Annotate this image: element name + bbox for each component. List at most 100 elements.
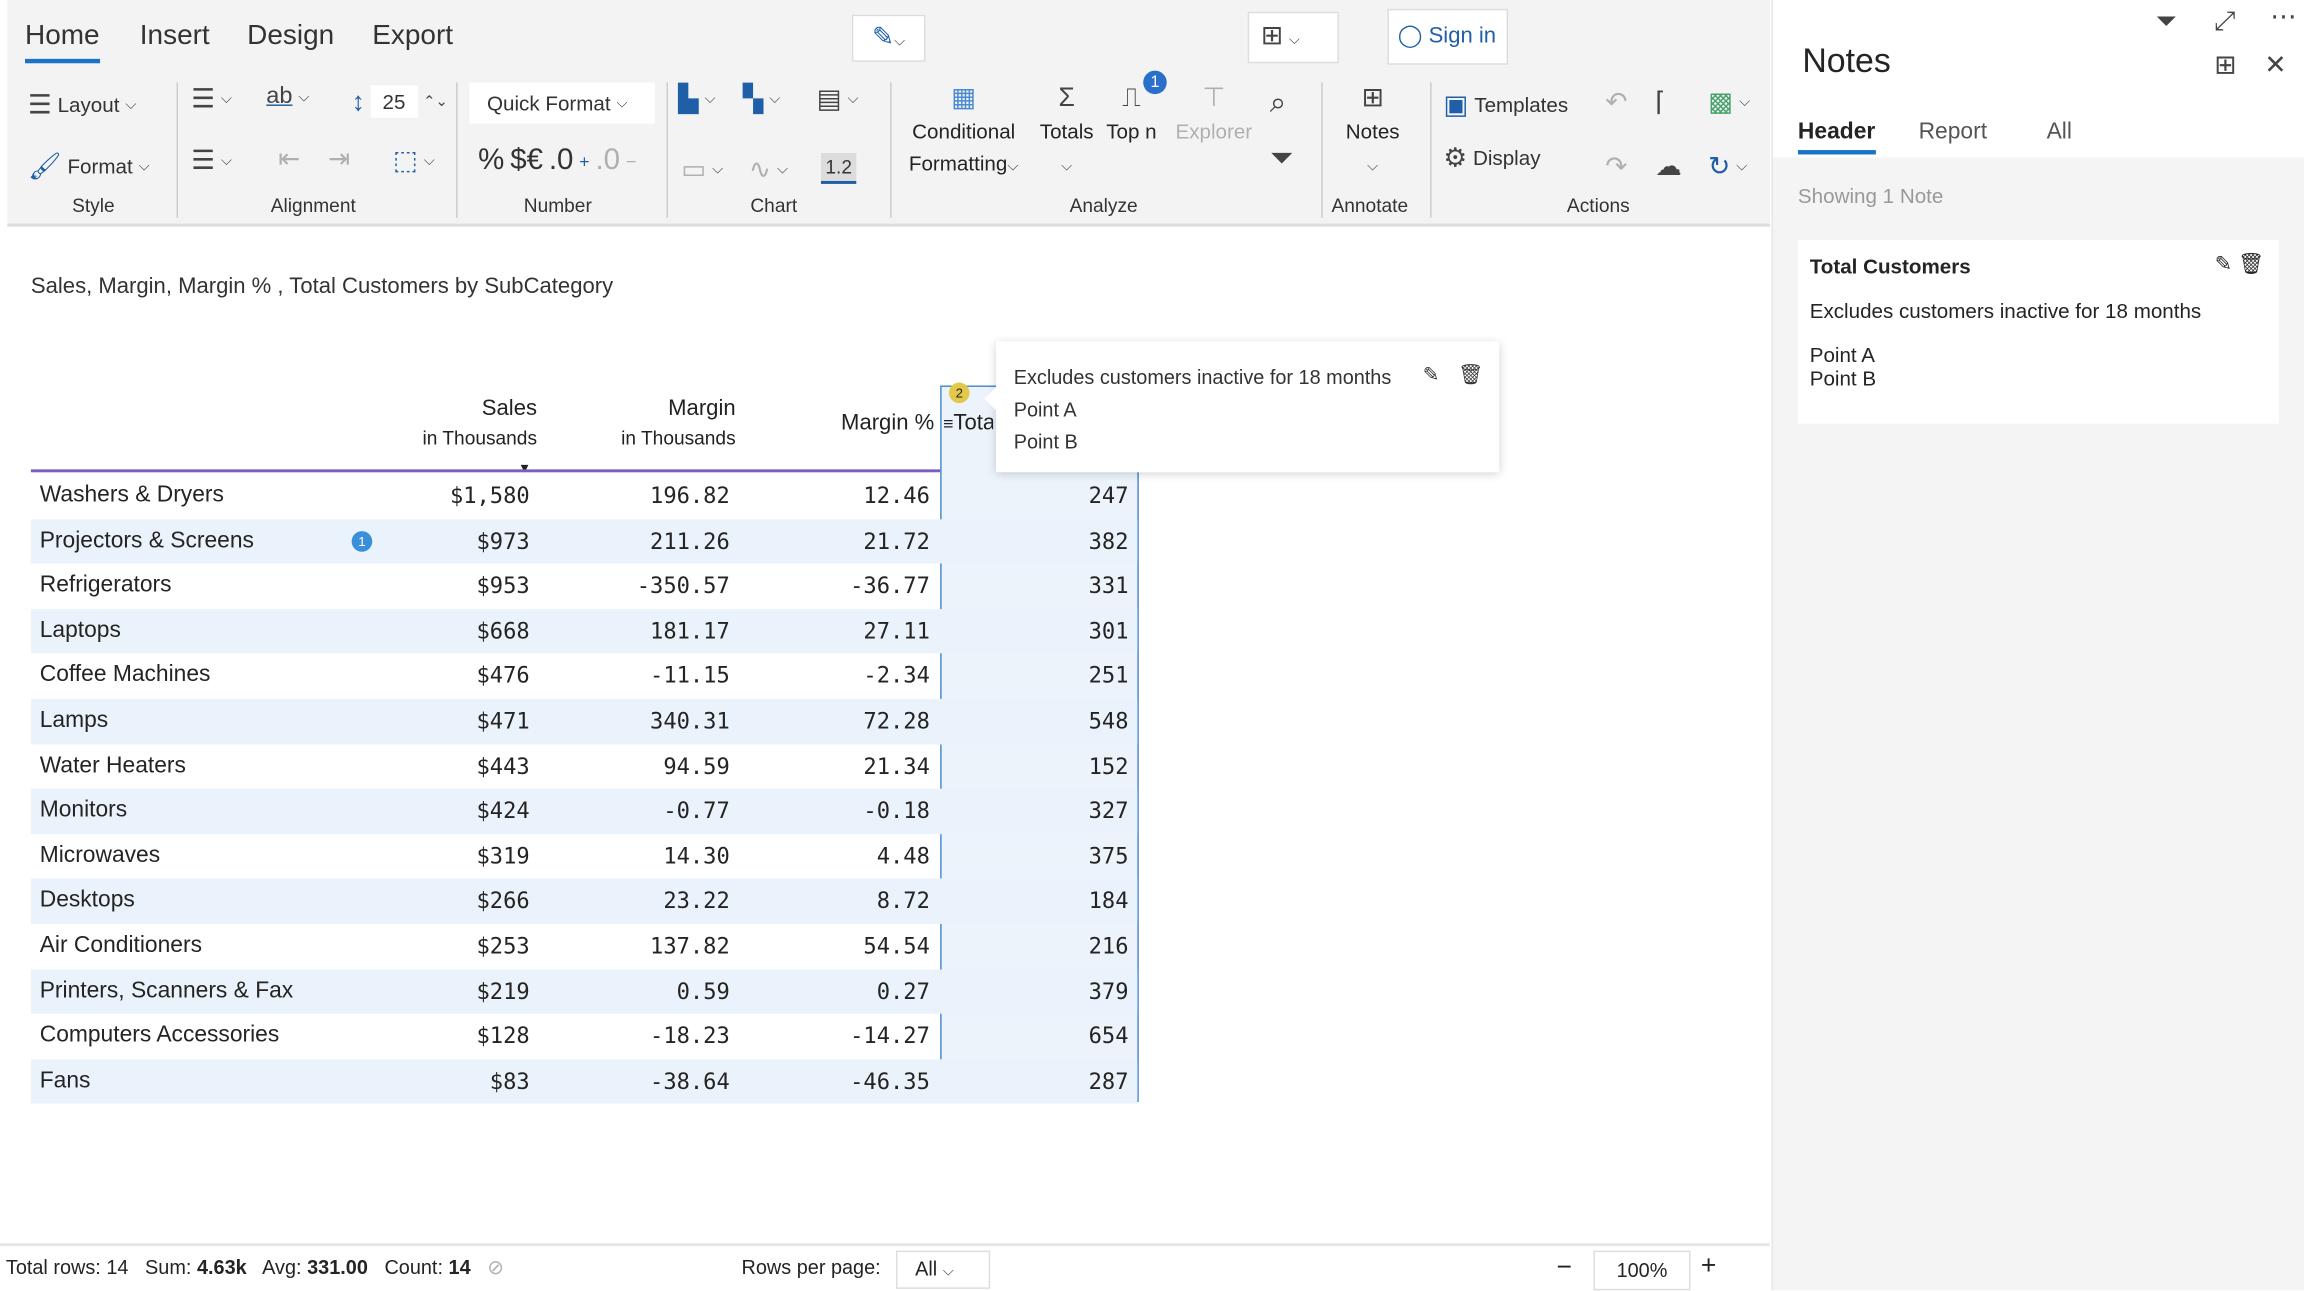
chart-layout-button[interactable]: ▤ ⌵ <box>816 83 859 114</box>
search-icon[interactable]: ⌕ <box>1269 86 1287 120</box>
row-name: Fans <box>39 1067 91 1093</box>
notes-button[interactable]: ⊞ Notes ⌵ <box>1345 82 1400 176</box>
add-comment-button[interactable]: ⊞ ⌵ <box>1247 11 1339 64</box>
percent-button[interactable]: % <box>478 144 505 177</box>
note-indicator-badge[interactable]: 1 <box>351 530 373 552</box>
cell-total-customers: 375 <box>1088 842 1129 870</box>
table-row[interactable]: Air Conditioners $253 137.82 54.54 216 <box>31 924 1137 969</box>
cell-margin: -18.23 <box>650 1022 730 1050</box>
excel-export-button[interactable]: ▩ ⌵ <box>1708 86 1751 117</box>
table-row[interactable]: Lamps $471 340.31 72.28 548 <box>30 698 1138 744</box>
decrease-decimal-button[interactable]: .0 <box>595 144 621 177</box>
cell-total-customers: 331 <box>1088 572 1129 600</box>
table-row[interactable]: Washers & Dryers $1,580 196.82 12.46 247 <box>31 474 1137 519</box>
tab-design[interactable]: Design <box>247 20 335 52</box>
sparkline-button[interactable]: ∿ ⌵ <box>748 154 789 184</box>
table-row[interactable]: Computers Accessories $128 -18.23 -14.27 654 <box>31 1014 1137 1059</box>
currency-button[interactable]: $€ <box>510 144 543 177</box>
ruler-icon[interactable]: ⌈ <box>1655 86 1666 117</box>
edit-note-icon[interactable]: ✎ <box>1422 363 1440 386</box>
cell-sales: $471 <box>476 707 530 735</box>
format-button[interactable]: 🖌 Format ⌵ <box>27 151 150 181</box>
text-wrap-button[interactable]: ab ⌵ <box>266 83 310 109</box>
totals-button[interactable]: Σ Totals ⌵ <box>1039 82 1094 176</box>
horizontal-align-button[interactable]: ☰ ⌵ <box>191 145 233 176</box>
column-width-button[interactable]: ⬚ ⌵ <box>392 145 435 176</box>
row-name: Coffee Machines <box>39 662 211 688</box>
group-analyze: Analyze <box>1069 194 1138 217</box>
tab-export[interactable]: Export <box>372 20 454 52</box>
hide-stats-icon[interactable]: ⊘ <box>487 1256 504 1279</box>
row-height-icon: ↕ <box>351 86 365 117</box>
templates-button[interactable]: ▣ Templates <box>1443 89 1569 120</box>
table-row[interactable]: Projectors & Screens $973 211.26 21.72 382 1 <box>30 518 1138 564</box>
notes-tab-header[interactable]: Header <box>1797 119 1876 155</box>
edit-note-icon[interactable]: ✎ <box>2214 251 2232 276</box>
cell-total-customers: 251 <box>1088 662 1129 690</box>
cell-sales: $219 <box>476 977 530 1005</box>
table-row[interactable]: Water Heaters $443 94.59 21.34 152 <box>31 744 1137 789</box>
column-header-total-customers[interactable]: ≡Tota <box>943 410 994 436</box>
table-row[interactable]: Monitors $424 -0.77 -0.18 327 <box>30 788 1138 834</box>
note-card[interactable]: Total Customers ✎ 🗑 Excludes customers i… <box>1797 239 2280 424</box>
row-name: Computers Accessories <box>39 1022 280 1048</box>
table-row[interactable]: Laptops $668 181.17 27.11 301 <box>30 608 1138 654</box>
column-header-sales[interactable]: Sales in Thousands ▼ <box>375 394 538 475</box>
quick-format-dropdown[interactable]: Quick Format ⌵ <box>469 82 655 124</box>
more-options-icon[interactable]: ⋯ <box>2270 1 2297 31</box>
rows-per-page-dropdown[interactable]: All ⌵ <box>896 1250 991 1289</box>
table-row[interactable]: Coffee Machines $476 -11.15 -2.34 251 <box>31 654 1137 699</box>
indent-icon[interactable]: ⇥ <box>328 144 351 174</box>
layout-button[interactable]: ☰ Layout ⌵ <box>27 89 137 120</box>
zoom-in-button[interactable]: + <box>1700 1250 1717 1281</box>
table-row[interactable]: Fans $83 -38.64 -46.35 287 <box>30 1059 1138 1105</box>
expand-icon[interactable]: ⤢ <box>2214 5 2236 36</box>
outdent-icon[interactable]: ⇤ <box>278 144 301 174</box>
delete-note-icon[interactable]: 🗑 <box>1458 363 1484 386</box>
close-icon[interactable]: ✕ <box>2264 50 2287 80</box>
row-height-stepper[interactable]: ↕ 25 ⌃⌄ <box>351 85 448 118</box>
refresh-button[interactable]: ↻ ⌵ <box>1708 151 1748 181</box>
delete-note-icon[interactable]: 🗑 <box>2238 251 2265 276</box>
hierarchy-chart-button[interactable]: ▚ ⌵ <box>743 83 781 114</box>
cloud-upload-icon[interactable]: ☁ <box>1655 151 1682 181</box>
notes-tab-report[interactable]: Report <box>1918 119 1988 145</box>
tab-insert[interactable]: Insert <box>139 20 210 52</box>
add-note-icon[interactable]: ⊞ <box>2214 50 2237 80</box>
display-button[interactable]: ⚙ Display <box>1443 142 1541 173</box>
table-row[interactable]: Printers, Scanners & Fax $219 0.59 0.27 379 <box>30 968 1138 1015</box>
cell-margin: -0.77 <box>663 797 730 825</box>
top-n-button[interactable]: ⎍ 1 Top n <box>1102 70 1167 147</box>
refresh-icon: ↻ <box>1708 151 1731 181</box>
tab-home[interactable]: Home <box>25 21 100 64</box>
status-bar: Total rows: 14 Sum: 4.63k Avg: 331.00 Co… <box>0 1243 1770 1291</box>
explorer-button[interactable]: ⊤ Explorer <box>1175 82 1253 143</box>
zoom-level[interactable]: 100% <box>1593 1250 1691 1291</box>
edit-mode-button[interactable]: ✎⌵ <box>851 14 926 62</box>
column-header-margin-pct[interactable]: Margin % <box>841 410 935 436</box>
data-label-button[interactable]: 1.2 <box>820 153 857 184</box>
table-chart-button[interactable]: ▭ ⌵ <box>681 154 724 184</box>
group-chart: Chart <box>750 194 798 217</box>
table-row[interactable]: Refrigerators $953 -350.57 -36.77 331 <box>31 564 1137 609</box>
increase-decimal-button[interactable]: .0 <box>548 144 574 177</box>
zoom-out-button[interactable]: − <box>1556 1252 1573 1282</box>
notes-tab-all[interactable]: All <box>2046 119 2072 145</box>
column-header-margin[interactable]: Margin in Thousands <box>621 395 736 449</box>
group-actions: Actions <box>1566 194 1630 217</box>
note-tooltip: Excludes customers inactive for 18 month… <box>984 341 1500 473</box>
redo-icon[interactable]: ↷ <box>1605 151 1628 181</box>
bar-chart-button[interactable]: ▙ ⌵ <box>678 83 716 114</box>
comment-add-icon: ⊞ <box>1260 20 1284 51</box>
note-count-badge[interactable]: 2 <box>948 382 970 404</box>
filter-icon[interactable]: ⏷ <box>2155 5 2177 36</box>
conditional-formatting-button[interactable]: ▦ Conditional Formatting⌵ <box>908 82 1019 176</box>
sign-in-button[interactable]: ◯ Sign in <box>1387 8 1509 65</box>
undo-icon[interactable]: ↶ <box>1605 86 1628 117</box>
filter-icon[interactable]: ⏷ <box>1269 142 1294 176</box>
table-row[interactable]: Desktops $266 23.22 8.72 184 <box>30 878 1138 924</box>
table-row[interactable]: Microwaves $319 14.30 4.48 375 <box>31 834 1137 879</box>
report-area: Sales, Margin, Margin % , Total Customer… <box>7 229 1770 1245</box>
cell-margin: -350.57 <box>636 572 730 600</box>
vertical-align-button[interactable]: ☰ ⌵ <box>191 83 233 114</box>
